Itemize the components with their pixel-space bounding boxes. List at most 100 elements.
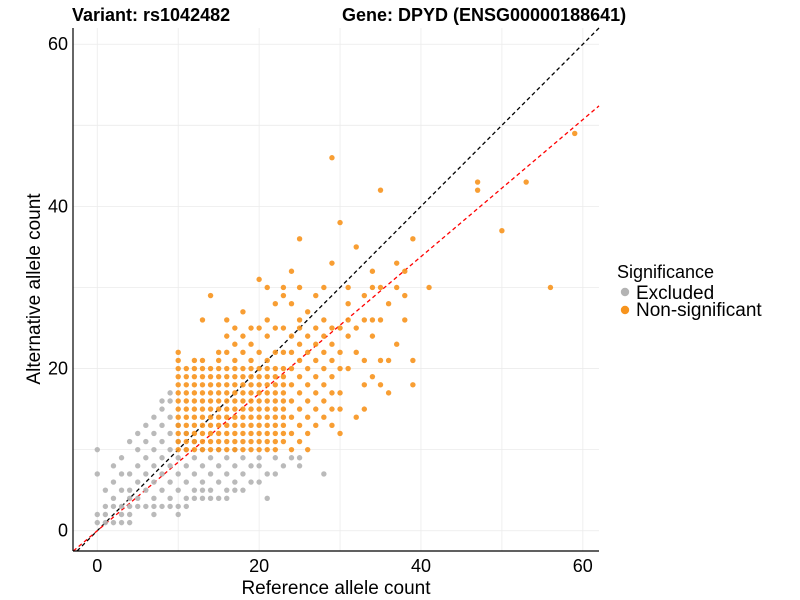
point-non-significant: [175, 438, 181, 445]
point-non-significant: [264, 390, 270, 396]
point-non-significant: [572, 130, 578, 137]
point-non-significant: [232, 325, 238, 331]
point-excluded: [199, 487, 206, 493]
point-non-significant: [280, 373, 287, 380]
point-non-significant: [321, 284, 327, 291]
point-excluded: [110, 479, 117, 485]
point-non-significant: [272, 373, 279, 380]
point-non-significant: [280, 438, 287, 445]
x-tick-label: 60: [573, 556, 593, 576]
point-non-significant: [288, 365, 295, 372]
tick-labels: 0 20 40 60 0 20 40 60: [48, 34, 593, 576]
point-excluded: [240, 487, 246, 493]
chart-title-gene: Gene: DPYD (ENSG00000188641): [342, 5, 626, 25]
point-excluded: [207, 487, 214, 493]
point-non-significant: [240, 333, 246, 339]
point-non-significant: [345, 317, 351, 323]
point-non-significant: [183, 390, 189, 396]
point-excluded: [167, 479, 173, 485]
point-excluded: [94, 471, 100, 477]
y-tick-label: 40: [48, 196, 68, 216]
point-non-significant: [313, 325, 319, 331]
point-non-significant: [224, 398, 230, 404]
point-excluded: [296, 455, 303, 461]
point-non-significant: [191, 357, 198, 364]
point-excluded: [118, 471, 125, 477]
point-non-significant: [288, 430, 295, 437]
point-non-significant: [329, 390, 335, 396]
point-non-significant: [264, 398, 270, 404]
point-non-significant: [353, 414, 359, 420]
point-excluded: [183, 463, 189, 469]
point-non-significant: [385, 300, 392, 307]
point-non-significant: [240, 390, 246, 396]
reference-lines: [72, 27, 600, 552]
point-non-significant: [183, 406, 189, 412]
point-non-significant: [248, 422, 254, 429]
point-non-significant: [393, 260, 400, 266]
point-non-significant: [207, 406, 214, 412]
point-non-significant: [280, 284, 287, 291]
point-non-significant: [264, 365, 270, 372]
point-non-significant: [296, 325, 303, 331]
point-excluded: [110, 519, 117, 526]
point-non-significant: [240, 349, 246, 356]
point-non-significant: [280, 430, 287, 437]
point-non-significant: [272, 430, 279, 437]
point-non-significant: [256, 382, 262, 388]
point-non-significant: [215, 430, 222, 437]
point-excluded: [159, 471, 165, 477]
point-excluded: [102, 487, 109, 493]
point-excluded: [151, 495, 157, 501]
point-non-significant: [377, 357, 384, 364]
point-non-significant: [280, 382, 287, 388]
point-non-significant: [337, 325, 343, 331]
point-non-significant: [175, 390, 181, 396]
point-non-significant: [369, 268, 376, 274]
point-non-significant: [207, 292, 214, 299]
point-non-significant: [304, 430, 311, 437]
point-non-significant: [329, 406, 335, 412]
point-non-significant: [280, 422, 287, 429]
point-non-significant: [288, 300, 295, 307]
point-non-significant: [321, 317, 327, 323]
point-excluded: [207, 471, 214, 477]
point-non-significant: [272, 382, 279, 388]
point-excluded: [215, 479, 222, 485]
point-non-significant: [393, 284, 400, 291]
point-non-significant: [183, 438, 189, 445]
point-non-significant: [377, 187, 384, 193]
point-non-significant: [175, 414, 181, 420]
point-non-significant: [337, 406, 343, 412]
point-excluded: [126, 471, 133, 477]
point-non-significant: [369, 317, 376, 323]
point-non-significant: [183, 414, 189, 420]
point-excluded: [183, 495, 189, 501]
point-non-significant: [232, 373, 238, 380]
point-excluded: [126, 511, 133, 518]
point-non-significant: [215, 422, 222, 429]
point-non-significant: [296, 236, 303, 242]
point-non-significant: [288, 268, 295, 274]
point-non-significant: [215, 357, 222, 364]
point-non-significant: [256, 422, 262, 429]
point-non-significant: [215, 365, 222, 372]
point-non-significant: [296, 284, 303, 291]
point-non-significant: [207, 373, 214, 380]
point-excluded: [159, 422, 165, 429]
point-excluded: [126, 503, 133, 510]
point-excluded: [102, 511, 109, 518]
point-excluded: [232, 479, 238, 485]
point-non-significant: [337, 349, 343, 356]
point-non-significant: [547, 284, 554, 291]
point-non-significant: [272, 325, 279, 331]
point-non-significant: [224, 430, 230, 437]
point-non-significant: [272, 422, 279, 429]
point-non-significant: [264, 317, 270, 323]
point-non-significant: [288, 398, 295, 404]
point-non-significant: [329, 357, 335, 364]
point-non-significant: [207, 365, 214, 372]
point-excluded: [167, 398, 173, 404]
point-non-significant: [272, 398, 279, 404]
point-non-significant: [313, 341, 319, 347]
